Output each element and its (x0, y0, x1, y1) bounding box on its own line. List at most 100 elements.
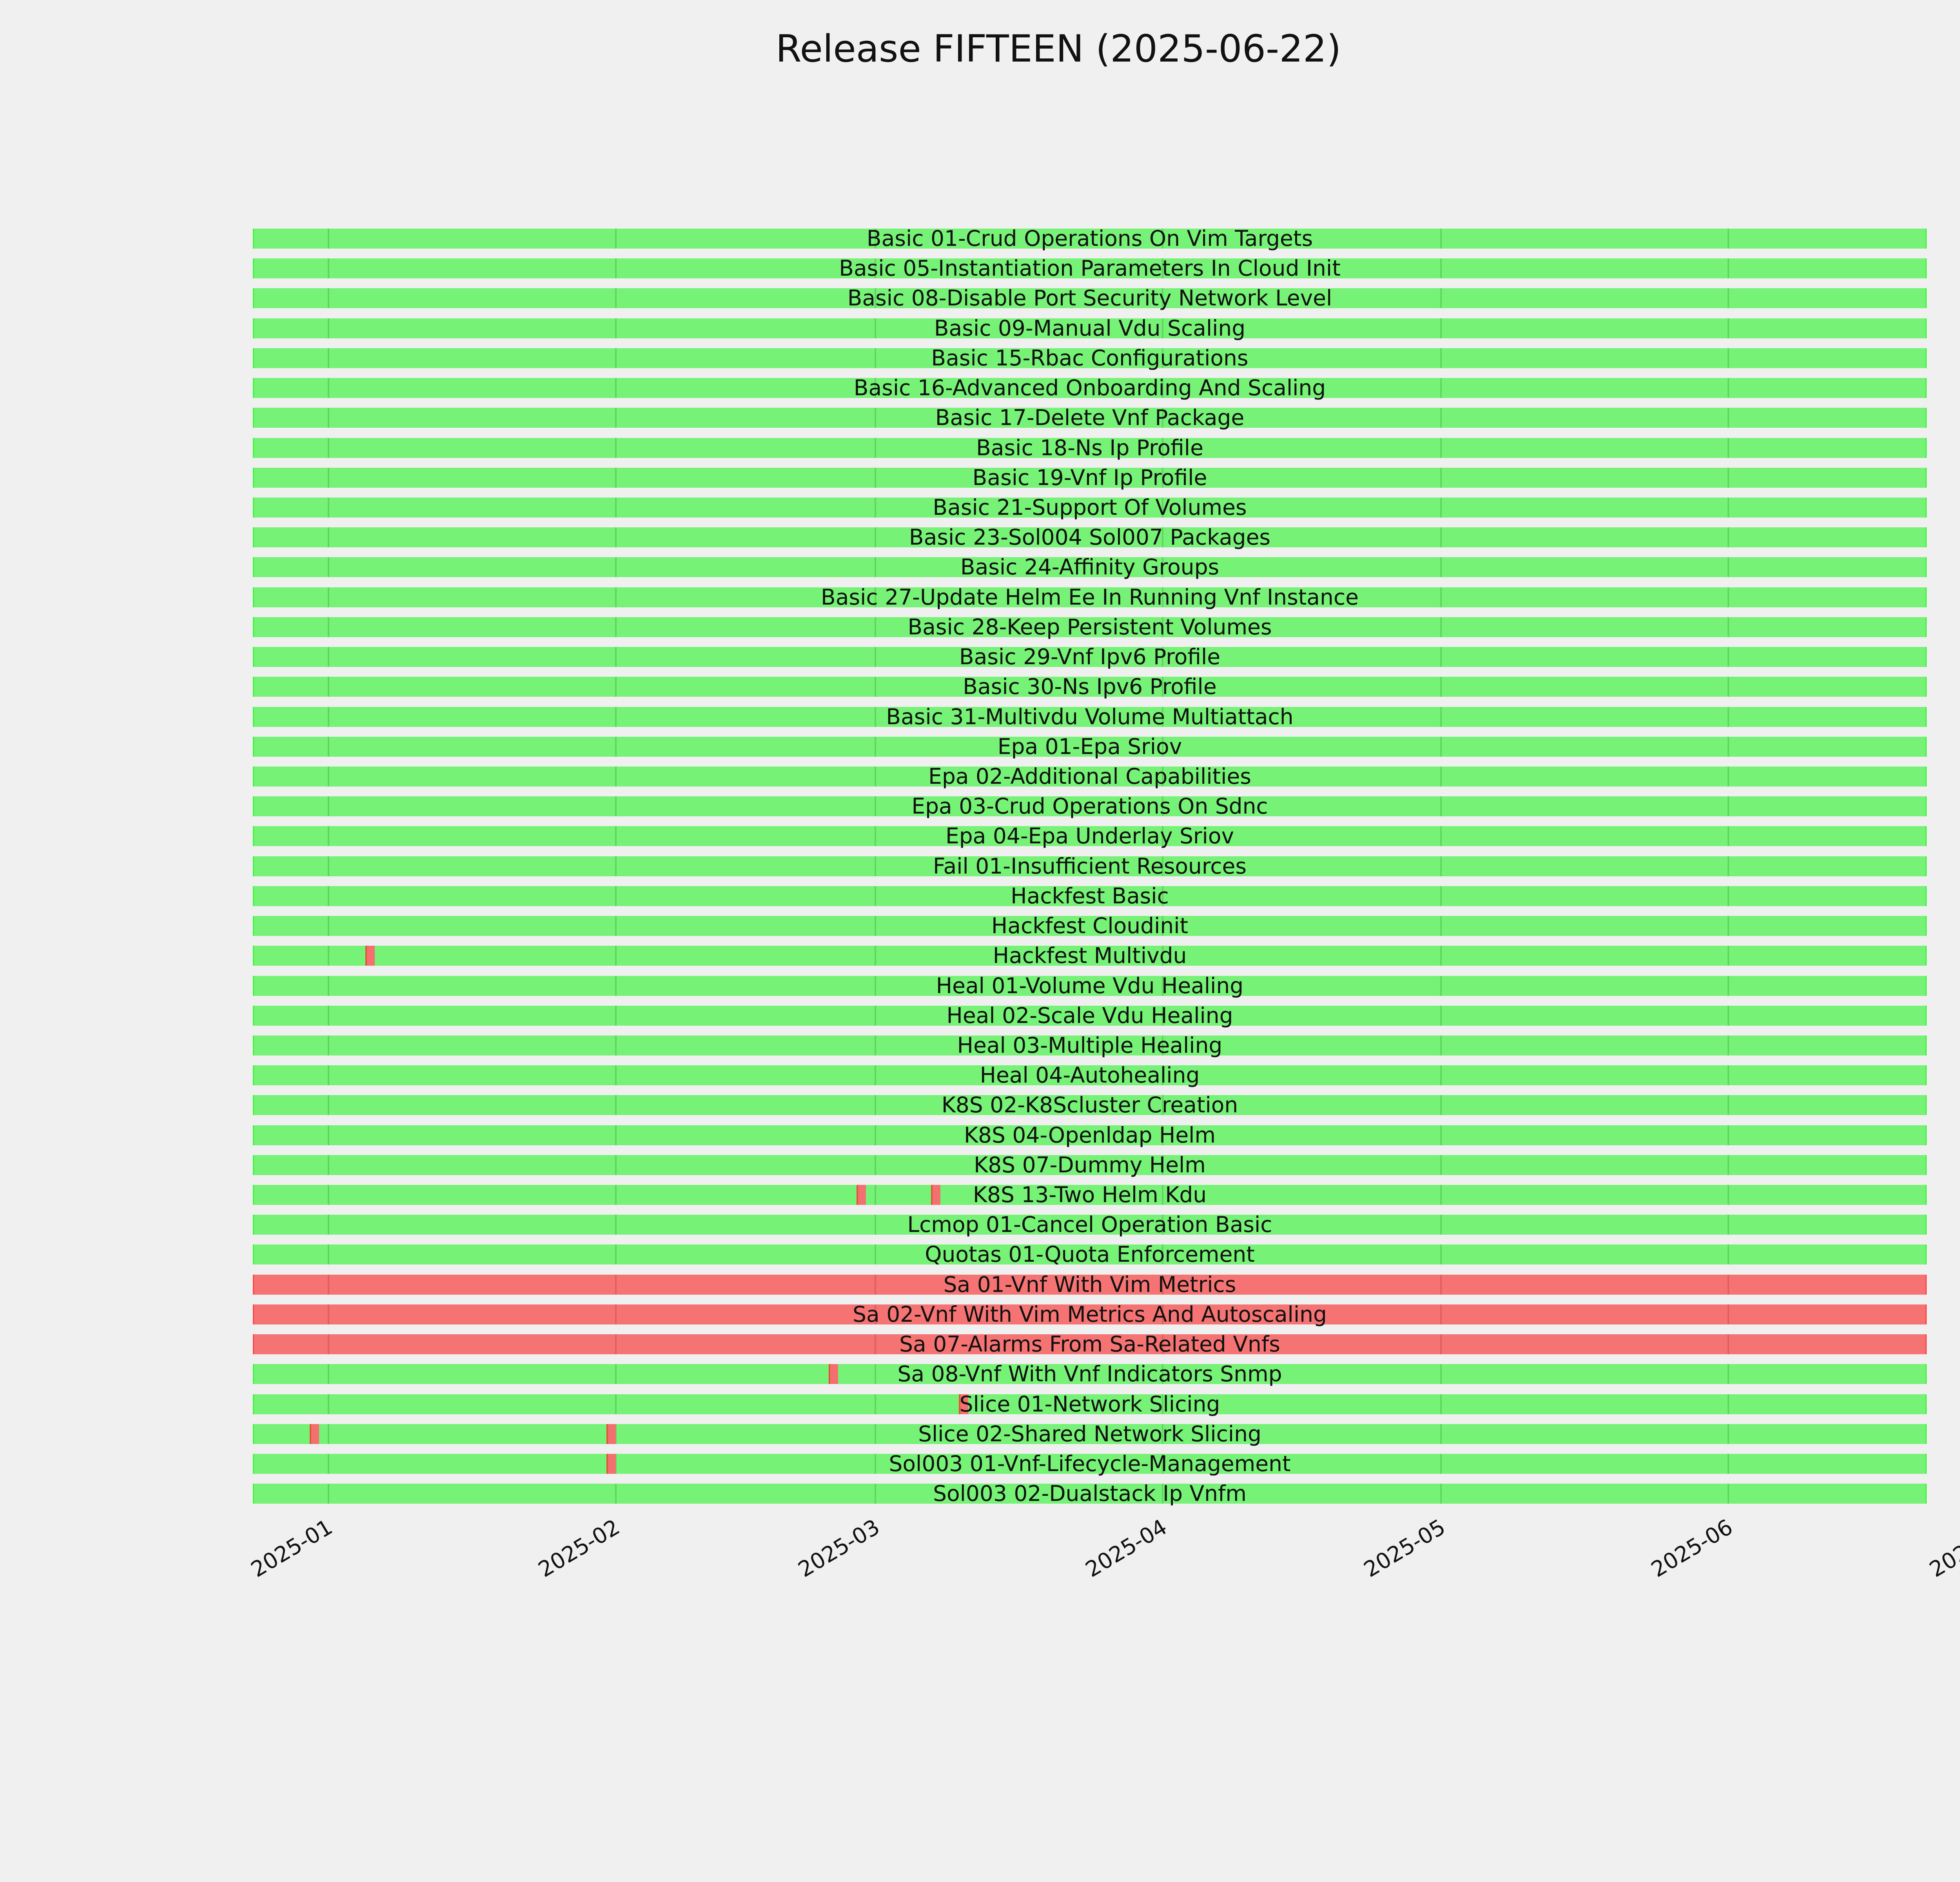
month-seam (1440, 677, 1442, 697)
month-seam (875, 1125, 877, 1145)
timeline-bar-pass (253, 1185, 1927, 1205)
month-seam (1728, 737, 1730, 757)
month-seam (875, 1006, 877, 1026)
month-seam (1728, 258, 1730, 278)
month-seam (1440, 647, 1442, 667)
month-seam (1162, 1065, 1164, 1085)
month-seam (1440, 916, 1442, 936)
month-seam (327, 856, 329, 876)
month-seam (875, 378, 877, 398)
timeline-bar-pass (253, 916, 1927, 936)
month-seam (327, 737, 329, 757)
row-label: Heal 02-Scale Vdu Healing (946, 1003, 1233, 1028)
row-label: Basic 01-Crud Operations On Vim Targets (866, 226, 1313, 251)
month-seam (1440, 378, 1442, 398)
month-seam (327, 1424, 329, 1444)
x-axis-tick-label: 2025-02 (534, 1514, 624, 1582)
month-seam (1728, 1364, 1730, 1384)
month-seam (1162, 707, 1164, 727)
month-seam (1728, 647, 1730, 667)
month-seam (875, 796, 877, 816)
month-seam (1728, 826, 1730, 846)
month-seam (615, 498, 617, 518)
month-seam (1728, 527, 1730, 547)
month-seam (875, 348, 877, 368)
month-seam (1728, 1215, 1730, 1235)
row-label: Basic 30-Ns Ipv6 Profile (963, 674, 1217, 699)
timeline-bar-pass (253, 378, 1927, 398)
month-seam (1728, 1125, 1730, 1145)
timeline-bar-pass (253, 348, 1927, 368)
month-seam (1440, 498, 1442, 518)
month-seam (875, 707, 877, 727)
month-seam (615, 1334, 617, 1354)
month-seam (327, 826, 329, 846)
month-seam (327, 976, 329, 996)
timeline-bar-pass (253, 1364, 1927, 1384)
month-seam (875, 557, 877, 577)
month-seam (1440, 318, 1442, 338)
month-seam (1728, 1185, 1730, 1205)
month-seam (615, 737, 617, 757)
month-seam (327, 1035, 329, 1055)
fail-mark (931, 1185, 940, 1205)
timeline-bar-pass (253, 1035, 1927, 1055)
month-seam (1728, 438, 1730, 458)
month-seam (1162, 1334, 1164, 1354)
fail-mark (857, 1185, 866, 1205)
month-seam (327, 258, 329, 278)
month-seam (615, 886, 617, 906)
month-seam (875, 1334, 877, 1354)
month-seam (1162, 1035, 1164, 1055)
timeline-bar-pass (253, 527, 1927, 547)
month-seam (1728, 1275, 1730, 1295)
month-seam (1728, 1095, 1730, 1115)
timeline-bar-pass (253, 438, 1927, 458)
x-axis-tick-label: 2025-03 (794, 1514, 884, 1582)
month-seam (615, 796, 617, 816)
timeline-bar-pass (253, 617, 1927, 637)
month-seam (615, 1065, 617, 1085)
month-seam (875, 856, 877, 876)
month-seam (1728, 318, 1730, 338)
timeline-bar-pass (253, 1394, 1927, 1414)
timeline-bar-pass (253, 707, 1927, 727)
month-seam (615, 1095, 617, 1115)
month-seam (327, 1095, 329, 1115)
month-seam (1728, 1334, 1730, 1354)
month-seam (875, 1454, 877, 1474)
timeline-bar-pass (253, 1006, 1927, 1026)
month-seam (615, 767, 617, 787)
month-seam (1162, 976, 1164, 996)
timeline-bar-pass (253, 1484, 1927, 1504)
month-seam (1440, 468, 1442, 488)
month-seam (327, 1244, 329, 1264)
month-seam (1440, 796, 1442, 816)
month-seam (1162, 617, 1164, 637)
month-seam (615, 288, 617, 308)
month-seam (1440, 258, 1442, 278)
month-seam (615, 258, 617, 278)
month-seam (1162, 1394, 1164, 1414)
x-axis-tick-label: 2025-04 (1081, 1514, 1171, 1582)
timeline-bar-pass (253, 767, 1927, 787)
month-seam (1728, 856, 1730, 876)
month-seam (327, 1215, 329, 1235)
row-label: Lcmop 01-Cancel Operation Basic (907, 1212, 1272, 1237)
month-seam (327, 916, 329, 936)
timeline-bar-fail (253, 1334, 1927, 1354)
month-seam (615, 1244, 617, 1264)
fail-mark (309, 1424, 319, 1444)
month-seam (1440, 1304, 1442, 1324)
row-label: Quotas 01-Quota Enforcement (925, 1242, 1255, 1267)
month-seam (615, 1215, 617, 1235)
month-seam (1440, 1364, 1442, 1384)
fail-mark (365, 946, 375, 966)
month-seam (1162, 1095, 1164, 1115)
month-seam (875, 677, 877, 697)
month-seam (615, 1006, 617, 1026)
month-seam (1440, 1484, 1442, 1504)
month-seam (1728, 1006, 1730, 1026)
month-seam (327, 617, 329, 637)
